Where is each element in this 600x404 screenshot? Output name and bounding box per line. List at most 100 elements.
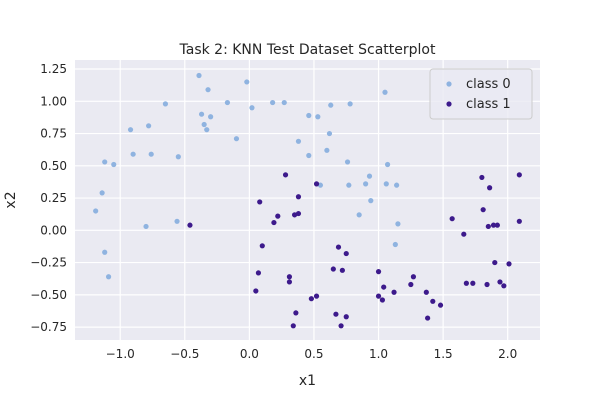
data-points [93, 72, 522, 329]
x-tick-label: 2.0 [498, 347, 517, 361]
scatter-point-class-1 [313, 181, 320, 187]
y-tick-label: −0.25 [30, 256, 67, 270]
scatter-point-class-0 [162, 101, 169, 107]
scatter-point-class-1 [516, 172, 522, 178]
legend: class 0 class 1 [429, 68, 533, 120]
y-tick-label: 0.50 [40, 159, 67, 173]
scatter-point-class-0 [102, 249, 108, 255]
x-tick-label: −0.5 [170, 347, 199, 361]
scatter-point-class-0 [205, 87, 211, 93]
y-axis-label: x2 [3, 191, 19, 208]
y-tick-label: 0.75 [40, 127, 67, 141]
scatter-point-class-1 [333, 311, 339, 317]
scatter-point-class-1 [501, 283, 507, 289]
scatter-point-class-0 [394, 182, 400, 188]
scatter-point-class-1 [425, 315, 431, 321]
scatter-point-class-1 [379, 297, 386, 303]
scatter-point-class-0 [270, 99, 276, 106]
scatter-point-class-0 [363, 181, 369, 187]
scatter-point-class-1 [313, 293, 320, 299]
scatter-point-class-0 [281, 99, 287, 106]
x-tick-labels: −1.0 −0.5 0.0 0.5 1.0 1.5 2.0 [106, 347, 518, 361]
scatter-point-class-1 [410, 274, 417, 280]
scatter-point-class-0 [382, 89, 388, 95]
scatter-point-class-0 [328, 102, 334, 108]
scatter-point-class-1 [423, 289, 429, 295]
scatter-point-class-0 [383, 181, 389, 187]
scatter-point-class-1 [343, 250, 349, 257]
scatter-point-class-0 [224, 99, 231, 106]
scatter-point-class-0 [127, 127, 134, 133]
scatter-point-class-1 [375, 293, 382, 299]
scatter-point-class-1 [430, 298, 436, 304]
x-tick-label: 1.5 [434, 347, 453, 361]
y-tick-label: −0.75 [30, 320, 67, 334]
scatter-point-class-0 [315, 114, 321, 120]
scatter-point-class-1 [479, 174, 485, 181]
chart-title: Task 2: KNN Test Dataset Scatterplot [179, 42, 436, 58]
y-tick-label: 1.00 [40, 94, 67, 108]
scatter-point-class-0 [326, 130, 333, 137]
x-tick-label: 0.0 [240, 347, 259, 361]
scatter-point-class-0 [244, 79, 250, 85]
scatter-point-class-1 [187, 222, 193, 228]
scatter-point-class-1 [463, 280, 469, 286]
scatter-point-class-1 [335, 244, 342, 250]
legend-label-class-1: class 1 [466, 97, 511, 112]
scatter-point-class-1 [381, 284, 387, 290]
scatter-point-class-0 [93, 208, 99, 214]
scatter-point-class-0 [198, 111, 205, 117]
x-tick-label: −1.0 [106, 347, 135, 361]
scatter-point-class-1 [494, 222, 500, 228]
scatter-point-class-1 [295, 210, 302, 217]
scatter-point-class-1 [343, 314, 349, 320]
legend-label-class-0: class 0 [466, 77, 511, 92]
scatter-point-class-1 [487, 185, 493, 191]
legend-box [429, 68, 533, 120]
y-tick-label: 0.25 [40, 191, 67, 205]
scatter-point-class-0 [174, 218, 180, 224]
scatter-point-class-1 [497, 279, 503, 285]
scatter-point-class-1 [470, 280, 476, 286]
scatter-point-class-0 [111, 161, 117, 168]
scatter-point-class-1 [286, 279, 293, 285]
scatter-point-class-1 [408, 281, 414, 288]
scatter-point-class-0 [366, 173, 373, 179]
scatter-point-class-1 [255, 270, 262, 276]
scatter-point-class-1 [485, 223, 491, 230]
scatter-point-class-0 [249, 105, 255, 111]
legend-marker-class-0 [446, 81, 452, 87]
y-tick-label: −0.50 [30, 288, 67, 302]
scatter-point-class-1 [484, 281, 490, 288]
scatter-point-class-0 [148, 151, 154, 157]
scatter-point-class-1 [437, 302, 444, 308]
scatter-point-class-1 [275, 213, 281, 219]
scatter-point-class-1 [375, 269, 382, 275]
scatter-point-class-0 [105, 274, 112, 280]
scatter-point-class-0 [395, 221, 401, 227]
scatter-point-class-0 [196, 72, 202, 79]
x-axis-label: x1 [299, 373, 316, 389]
y-tick-label: 1.25 [40, 62, 67, 76]
scatter-point-class-1 [516, 218, 522, 224]
scatter-point-class-1 [449, 216, 455, 222]
scatter-point-class-0 [208, 114, 214, 120]
scatter-point-class-0 [346, 182, 352, 188]
legend-marker-class-1 [446, 101, 452, 107]
scatter-point-class-1 [286, 274, 293, 280]
scatter-point-class-1 [259, 243, 265, 249]
scatter-point-class-0 [324, 147, 330, 153]
scatter-point-class-1 [290, 323, 296, 329]
scatter-point-class-1 [308, 296, 314, 302]
x-tick-label: 0.5 [304, 347, 323, 361]
scatter-point-class-0 [306, 152, 312, 159]
scatter-point-class-0 [175, 154, 181, 160]
scatter-point-class-0 [306, 112, 312, 119]
scatter-point-class-1 [492, 259, 498, 266]
scatter-point-class-1 [282, 172, 289, 178]
y-tick-labels: −0.75 −0.50 −0.25 0.00 0.25 0.50 0.75 1.00 1.25 [30, 62, 67, 334]
scatter-point-class-0 [143, 223, 149, 230]
scatter-point-class-1 [271, 219, 277, 226]
scatter-point-class-0 [347, 101, 353, 107]
